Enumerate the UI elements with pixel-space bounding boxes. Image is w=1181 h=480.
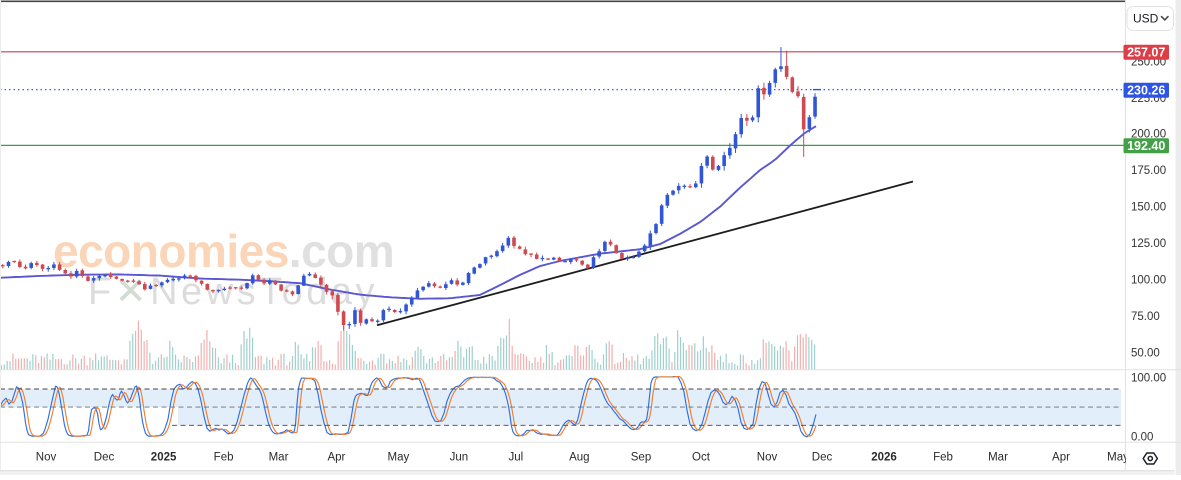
svg-text:2025: 2025: [151, 452, 177, 464]
svg-text:Sep: Sep: [631, 452, 651, 464]
svg-text:Dec: Dec: [94, 452, 115, 464]
svg-text:Apr: Apr: [1052, 452, 1070, 464]
svg-text:Apr: Apr: [327, 452, 345, 464]
svg-text:USD: USD: [1133, 12, 1159, 26]
svg-text:Nov: Nov: [757, 452, 778, 464]
svg-text:50.00: 50.00: [1131, 348, 1160, 360]
svg-text:Dec: Dec: [812, 452, 833, 464]
svg-text:230.26: 230.26: [1127, 84, 1165, 98]
svg-text:Feb: Feb: [214, 452, 234, 464]
svg-text:75.00: 75.00: [1131, 311, 1160, 323]
svg-text:Mar: Mar: [988, 452, 1008, 464]
svg-text:Oct: Oct: [692, 452, 711, 464]
svg-text:Nov: Nov: [36, 452, 57, 464]
svg-text:Aug: Aug: [569, 452, 589, 464]
svg-text:192.40: 192.40: [1127, 139, 1165, 153]
svg-text:May: May: [1107, 452, 1129, 464]
svg-text:175.00: 175.00: [1131, 165, 1166, 177]
svg-text:150.00: 150.00: [1131, 202, 1166, 214]
svg-text:125.00: 125.00: [1131, 238, 1166, 250]
svg-text:100.00: 100.00: [1131, 275, 1166, 287]
svg-text:100.00: 100.00: [1131, 373, 1166, 385]
svg-text:Jun: Jun: [450, 452, 469, 464]
svg-text:0.00: 0.00: [1131, 431, 1153, 443]
svg-text:May: May: [388, 452, 410, 464]
svg-text:economies.com: economies.com: [53, 225, 394, 277]
svg-text:Feb: Feb: [933, 452, 953, 464]
svg-text:Mar: Mar: [269, 452, 289, 464]
svg-text:257.07: 257.07: [1127, 46, 1165, 60]
svg-text:F✕NewsToday: F✕NewsToday: [88, 271, 378, 313]
svg-text:Jul: Jul: [508, 452, 523, 464]
svg-text:2026: 2026: [871, 452, 897, 464]
